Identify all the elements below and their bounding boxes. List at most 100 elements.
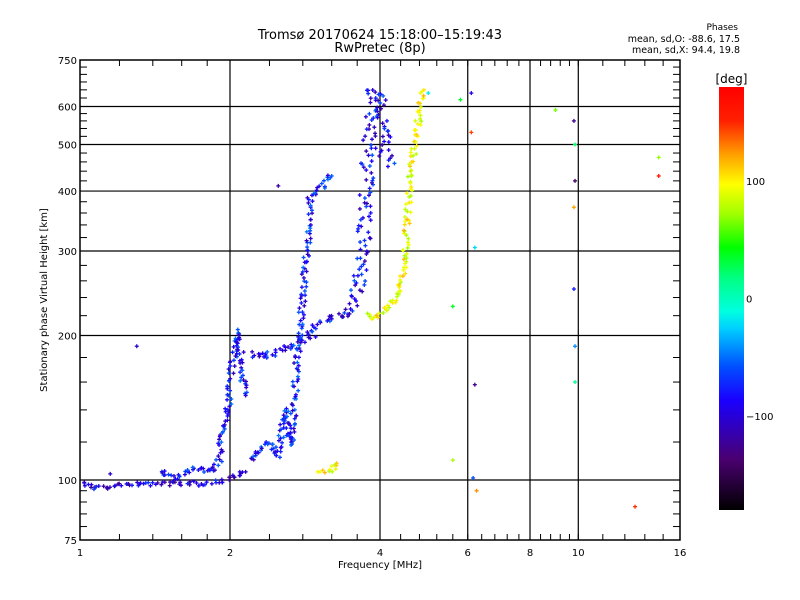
data-point (263, 352, 268, 357)
data-point (187, 470, 192, 475)
data-point (302, 288, 307, 293)
data-point (233, 354, 238, 359)
data-point (302, 303, 307, 308)
data-point (282, 418, 287, 423)
data-point (367, 186, 372, 191)
data-point (284, 426, 289, 431)
data-point (382, 126, 387, 131)
data-point (348, 306, 353, 311)
data-point (280, 440, 285, 445)
data-point (571, 205, 576, 210)
data-point (101, 484, 106, 489)
data-point (376, 92, 381, 97)
data-point (368, 143, 373, 148)
data-point (293, 421, 298, 426)
data-point (378, 149, 383, 154)
data-point (358, 247, 363, 252)
data-point (414, 152, 419, 157)
data-point (276, 183, 281, 188)
data-point (317, 319, 322, 324)
data-point (219, 477, 224, 482)
data-point (278, 449, 283, 454)
colorbar-gradient (719, 87, 744, 510)
data-point (225, 418, 230, 423)
data-point (336, 311, 341, 316)
data-point (368, 218, 373, 223)
data-point (326, 317, 331, 322)
data-point (325, 173, 330, 178)
data-point (363, 134, 368, 139)
data-point (240, 373, 245, 378)
data-point (322, 184, 327, 189)
data-point (107, 485, 112, 490)
data-point (315, 469, 320, 474)
data-point (274, 453, 279, 458)
data-point (219, 459, 224, 464)
data-point (375, 315, 380, 320)
data-point (375, 105, 380, 110)
data-point (450, 458, 455, 463)
data-point (309, 208, 314, 213)
data-point (315, 322, 320, 327)
data-point (388, 134, 393, 139)
data-point (113, 483, 118, 488)
data-point (235, 345, 240, 350)
data-point (288, 423, 293, 428)
data-point (311, 325, 316, 330)
data-point (301, 312, 306, 317)
data-point (289, 426, 294, 431)
data-point (153, 482, 158, 487)
y-tick-label: 200 (58, 332, 77, 343)
data-point (202, 482, 207, 487)
data-point (204, 480, 209, 485)
data-point (188, 479, 193, 484)
data-point (146, 480, 151, 485)
data-point (367, 214, 372, 219)
data-point (403, 271, 408, 276)
data-point (259, 446, 264, 451)
data-point (369, 170, 374, 175)
data-point (297, 343, 302, 348)
data-point (365, 250, 370, 255)
data-point (298, 349, 303, 354)
data-point (310, 329, 315, 334)
data-point (322, 470, 327, 475)
data-point (301, 265, 306, 270)
data-point (225, 384, 230, 389)
data-point (239, 375, 244, 380)
data-point (380, 142, 385, 147)
data-point (278, 346, 283, 351)
y-tick-label: 600 (58, 103, 77, 114)
data-point (633, 504, 638, 509)
data-point (329, 313, 334, 318)
data-point (358, 256, 363, 261)
data-point (236, 333, 241, 338)
data-point (347, 301, 352, 306)
data-point (292, 407, 297, 412)
data-point (368, 190, 373, 195)
data-point (276, 438, 281, 443)
data-point (302, 260, 307, 265)
data-point (375, 109, 380, 114)
data-point (141, 481, 146, 486)
colorbar: [deg] 100 0 −100 (716, 72, 773, 510)
data-point (408, 193, 413, 198)
data-point (191, 479, 196, 484)
data-point (469, 91, 474, 96)
data-point (305, 245, 310, 250)
data-point (368, 100, 373, 105)
data-point (402, 222, 407, 227)
x-tick-label: 10 (572, 548, 585, 559)
data-point (185, 467, 190, 472)
data-point (334, 463, 339, 468)
data-point (474, 488, 479, 493)
data-point (185, 481, 190, 486)
data-point (656, 173, 661, 178)
data-point (321, 178, 326, 183)
data-point (406, 240, 411, 245)
data-point (308, 236, 313, 241)
data-point (299, 292, 304, 297)
data-points (82, 87, 661, 509)
data-point (368, 204, 373, 209)
data-point (353, 283, 358, 288)
